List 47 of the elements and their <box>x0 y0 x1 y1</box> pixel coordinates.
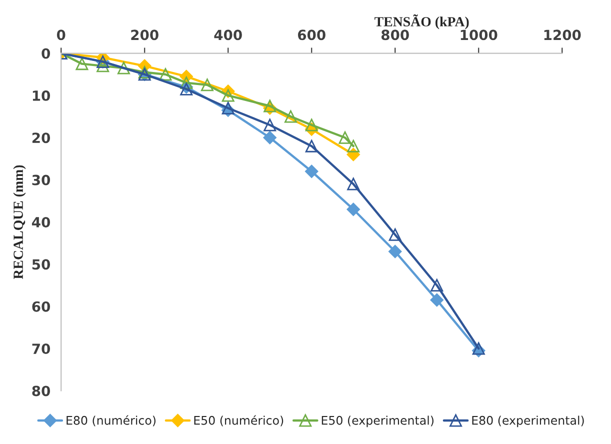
point <box>347 140 360 152</box>
point <box>347 178 360 190</box>
point <box>180 76 193 90</box>
point <box>305 118 318 132</box>
y-axis-title: RECALQUE (mm) <box>13 165 26 280</box>
point <box>96 60 110 72</box>
x-tick-label: 0 <box>56 30 66 40</box>
point <box>430 293 444 307</box>
legend-label: E80 (experimental) <box>472 416 584 428</box>
legend-label: E50 (experimental) <box>322 416 434 428</box>
point <box>76 58 88 70</box>
y-tick-label: 70 <box>32 344 50 354</box>
point <box>180 82 193 96</box>
y-tick-label: 30 <box>32 174 50 186</box>
point <box>222 89 234 102</box>
legend-label: E80 (numérico) <box>66 415 156 426</box>
x-tick-label: 200 <box>131 30 158 40</box>
point <box>117 62 130 74</box>
point <box>264 100 276 112</box>
y-tick-label: 60 <box>32 301 50 312</box>
x-tick-label: 600 <box>298 30 326 40</box>
legend-label: E50 (numérico) <box>194 415 284 426</box>
y-tick-label: 10 <box>32 90 50 101</box>
point <box>159 68 172 81</box>
point <box>338 131 352 144</box>
x-axis-title: TENSÃO (kPA) <box>374 14 469 30</box>
point <box>263 131 276 144</box>
y-tick-label: 0 <box>42 48 50 59</box>
y-tick-label: 40 <box>32 216 50 228</box>
point <box>222 102 234 114</box>
point <box>264 118 276 132</box>
point <box>305 164 318 178</box>
x-tick-label: 800 <box>381 30 409 40</box>
y-tick-label: 20 <box>32 132 50 144</box>
x-tick-label: 1200 <box>544 30 581 40</box>
point <box>284 110 297 123</box>
point <box>430 279 444 292</box>
point <box>346 202 360 216</box>
x-tick-label: 400 <box>214 30 242 40</box>
y-tick-label: 50 <box>32 259 50 270</box>
point <box>388 228 402 241</box>
point <box>472 342 485 355</box>
y-tick-label: 80 <box>32 386 50 396</box>
point <box>388 244 402 258</box>
point <box>305 140 318 152</box>
point <box>200 78 214 92</box>
x-tick-label: 1000 <box>460 30 498 40</box>
